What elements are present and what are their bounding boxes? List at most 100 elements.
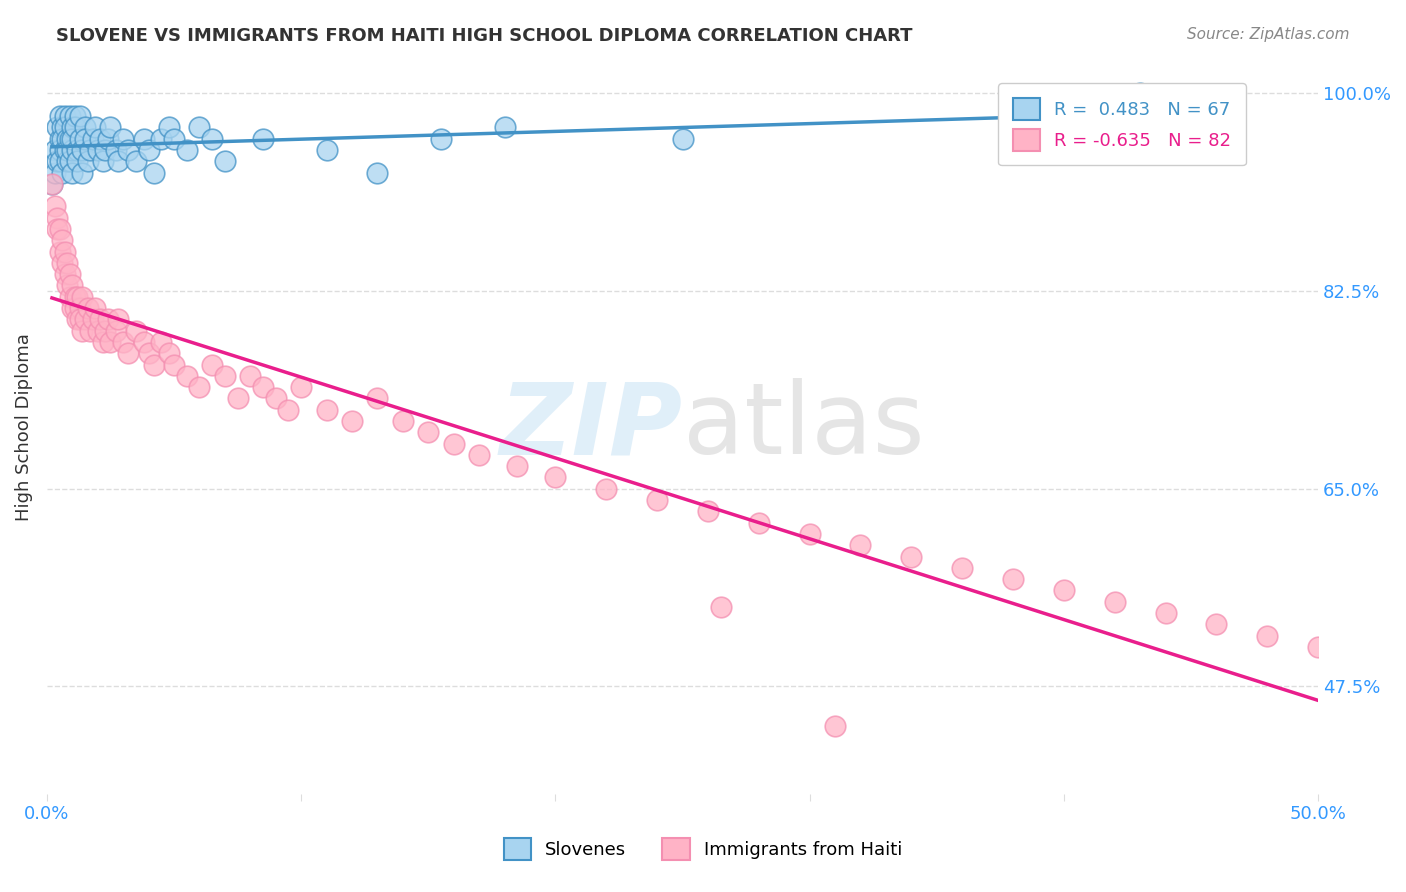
Text: SLOVENE VS IMMIGRANTS FROM HAITI HIGH SCHOOL DIPLOMA CORRELATION CHART: SLOVENE VS IMMIGRANTS FROM HAITI HIGH SC… (56, 27, 912, 45)
Point (697, 504, 720, 518)
Point (84, 301, 107, 315)
Point (41, 177, 63, 191)
Point (89, 131, 111, 145)
Point (645, 493, 668, 508)
Point (112, 334, 135, 349)
Point (56, 131, 79, 145)
Legend: R =  0.483   N = 67, R = -0.635   N = 82: R = 0.483 N = 67, R = -0.635 N = 82 (998, 83, 1246, 165)
Point (150, 334, 173, 349)
Point (1053, 583, 1076, 598)
Point (60, 278, 83, 293)
Point (277, 402, 299, 417)
Point (53, 143, 76, 157)
Point (60, 143, 83, 157)
Point (443, 436, 465, 450)
Point (117, 346, 139, 360)
Point (595, 482, 617, 496)
Point (53, 244, 76, 259)
Point (188, 380, 211, 394)
Point (201, 358, 224, 372)
Point (60, 301, 83, 315)
Point (125, 324, 148, 338)
Point (76, 301, 98, 315)
Point (132, 334, 155, 349)
Point (51, 233, 73, 247)
Point (150, 131, 173, 145)
Point (142, 165, 165, 179)
Point (112, 131, 135, 145)
Point (1205, 617, 1227, 632)
Point (51, 131, 73, 145)
Point (163, 131, 186, 145)
Point (73, 312, 96, 326)
Point (900, 549, 922, 564)
Point (76, 154, 98, 169)
Point (46, 120, 69, 135)
Point (544, 470, 567, 484)
Point (87, 324, 110, 338)
Point (48, 143, 70, 157)
Point (48, 154, 70, 169)
Point (157, 120, 180, 135)
Point (82, 312, 104, 326)
Point (239, 368, 262, 383)
Point (51, 165, 73, 179)
Point (201, 131, 224, 145)
Point (48, 109, 70, 123)
Point (91, 154, 114, 169)
Point (824, 719, 846, 733)
Point (188, 120, 211, 135)
Point (142, 358, 165, 372)
Point (82, 131, 104, 145)
Point (1002, 572, 1025, 586)
Point (59, 290, 82, 304)
Point (51, 256, 73, 270)
Point (430, 131, 453, 145)
Point (340, 414, 363, 428)
Point (132, 131, 155, 145)
Point (48, 222, 70, 236)
Point (66, 143, 89, 157)
Point (66, 290, 89, 304)
Point (1129, 87, 1152, 101)
Point (69, 131, 91, 145)
Point (1256, 629, 1278, 643)
Point (163, 358, 186, 372)
Text: Source: ZipAtlas.com: Source: ZipAtlas.com (1187, 27, 1350, 42)
Point (46, 154, 69, 169)
Point (69, 312, 91, 326)
Point (710, 600, 733, 615)
Point (315, 402, 337, 417)
Point (48, 244, 70, 259)
Point (252, 131, 274, 145)
Point (56, 278, 79, 293)
Point (107, 154, 129, 169)
Legend: Slovenes, Immigrants from Haiti: Slovenes, Immigrants from Haiti (489, 823, 917, 874)
Point (138, 346, 160, 360)
Point (117, 143, 139, 157)
Point (849, 538, 872, 552)
Point (79, 324, 101, 338)
Point (73, 120, 96, 135)
Point (87, 143, 110, 157)
Point (44, 143, 66, 157)
Point (63, 120, 86, 135)
Point (44, 199, 66, 213)
Point (138, 143, 160, 157)
Point (176, 143, 198, 157)
Point (97, 131, 120, 145)
Point (46, 222, 69, 236)
Point (94, 324, 117, 338)
Point (60, 165, 83, 179)
Point (252, 380, 274, 394)
Point (100, 334, 122, 349)
Point (41, 177, 63, 191)
Point (59, 154, 82, 169)
Point (418, 425, 440, 440)
Point (72, 165, 94, 179)
Point (59, 109, 82, 123)
Point (176, 368, 198, 383)
Y-axis label: High School Diploma: High School Diploma (15, 333, 32, 521)
Point (89, 312, 111, 326)
Point (53, 120, 76, 135)
